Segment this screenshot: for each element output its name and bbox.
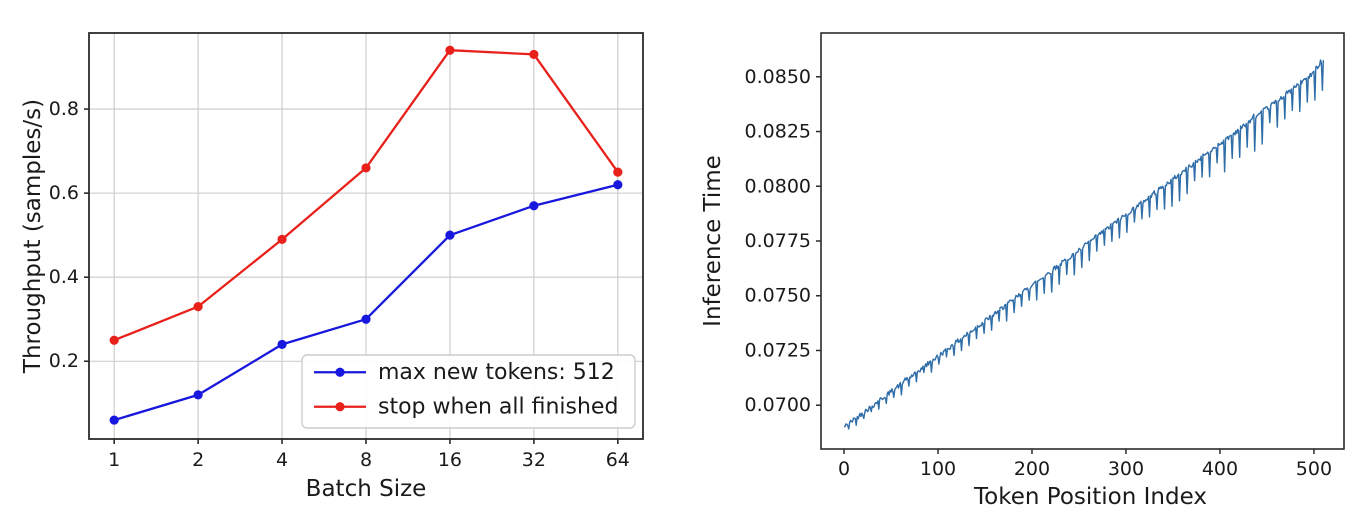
legend-marker-1 [335,402,345,412]
legend-label-1: stop when all finished [378,394,618,419]
series-marker-0 [109,415,119,425]
series-marker-1 [529,49,539,60]
y-tick-label: 0.0750 [745,285,811,307]
series-marker-0 [277,339,287,350]
series-marker-1 [109,335,119,345]
y-tick-label: 0.6 [49,182,79,204]
y-axis-label: Throughput (samples/s) [20,99,46,374]
series-marker-1 [361,163,371,173]
series-marker-0 [529,201,539,211]
series-marker-0 [361,314,371,324]
series-marker-0 [193,390,203,400]
x-axis-label: Token Position Index [973,484,1207,510]
series-marker-1 [613,167,623,177]
legend-marker-0 [335,367,345,377]
x-tick-label: 100 [920,458,956,480]
y-tick-label: 0.4 [49,266,79,288]
x-tick-label: 16 [438,449,462,471]
y-tick-label: 0.0700 [745,394,811,416]
series-marker-1 [277,234,287,244]
x-tick-label: 32 [522,449,546,471]
x-tick-label: 64 [606,449,630,471]
y-tick-label: 0.0800 [745,175,811,197]
x-tick-label: 8 [360,449,372,471]
legend-label-0: max new tokens: 512 [378,360,615,385]
inference-time-vs-token-position-chart: 0 100 200 300 400 500 0.0700 0.0725 0.0750 0.0775… [700,32,1345,510]
x-axis-label: Batch Size [306,476,427,502]
y-tick-label: 0.0825 [745,121,811,143]
x-tick-label: 0 [838,458,850,480]
x-tick-label: 1 [108,449,120,471]
y-axis-label: Inference Time [700,155,726,327]
legend-box [301,354,636,429]
inference-time-line [844,59,1324,430]
throughput-vs-batch-size-chart: 1 2 4 8 16 32 64 0.2 0.4 0.6 0.8 Batch Size Throughp… [20,32,644,502]
series-marker-0 [445,230,455,240]
y-tick-label: 0.8 [49,98,79,120]
series-marker-1 [193,302,203,312]
series-marker-1 [445,45,455,55]
x-tick-label: 300 [1108,458,1144,480]
x-tick-label: 2 [192,449,204,471]
x-tick-label: 4 [276,449,288,471]
y-tick-label: 0.0775 [745,230,811,252]
x-tick-label: 200 [1014,458,1050,480]
y-tick-label: 0.0850 [745,66,811,88]
x-tick-label: 500 [1296,458,1332,480]
series-marker-0 [613,180,623,190]
x-tick-label: 400 [1202,458,1238,480]
y-tick-label: 0.2 [49,350,79,372]
y-tick-label: 0.0725 [745,339,811,361]
